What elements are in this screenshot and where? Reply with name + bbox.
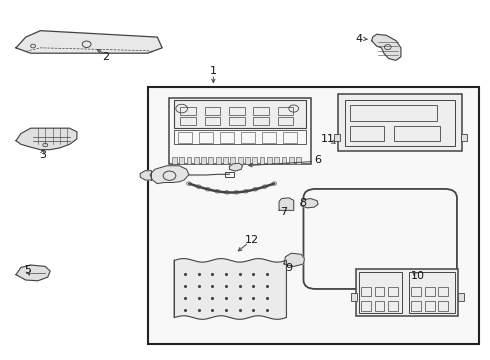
Bar bbox=[199, 132, 213, 143]
Polygon shape bbox=[279, 198, 294, 210]
Bar bbox=[274, 157, 279, 164]
Polygon shape bbox=[284, 253, 304, 266]
Polygon shape bbox=[372, 34, 401, 60]
Bar bbox=[179, 157, 184, 164]
Circle shape bbox=[234, 190, 239, 194]
Bar bbox=[260, 157, 265, 164]
Bar bbox=[229, 117, 245, 125]
Text: 6: 6 bbox=[315, 155, 321, 165]
Circle shape bbox=[262, 185, 267, 188]
Bar bbox=[180, 117, 196, 125]
Bar bbox=[439, 287, 448, 296]
Polygon shape bbox=[140, 171, 151, 180]
Text: 10: 10 bbox=[411, 271, 425, 281]
Text: 1: 1 bbox=[210, 66, 217, 76]
Bar bbox=[174, 130, 306, 144]
Text: 11: 11 bbox=[321, 134, 335, 144]
Bar bbox=[439, 301, 448, 311]
Bar bbox=[409, 272, 455, 313]
Bar bbox=[230, 157, 235, 164]
Circle shape bbox=[187, 182, 192, 185]
Bar bbox=[220, 132, 234, 143]
Bar bbox=[187, 157, 192, 164]
Bar bbox=[224, 172, 234, 177]
Text: 8: 8 bbox=[299, 198, 306, 208]
Bar bbox=[204, 117, 220, 125]
Bar bbox=[374, 287, 384, 296]
Bar bbox=[262, 132, 276, 143]
Circle shape bbox=[244, 189, 248, 193]
Bar bbox=[351, 293, 357, 301]
Text: 5: 5 bbox=[24, 265, 32, 275]
Text: 9: 9 bbox=[285, 263, 293, 273]
Bar bbox=[411, 287, 421, 296]
Bar bbox=[359, 272, 402, 313]
Bar bbox=[201, 157, 206, 164]
Bar bbox=[178, 132, 192, 143]
Polygon shape bbox=[16, 31, 162, 53]
Bar bbox=[334, 134, 340, 141]
Bar bbox=[459, 293, 464, 301]
Bar bbox=[350, 126, 384, 141]
Bar bbox=[180, 108, 196, 114]
Text: 7: 7 bbox=[280, 207, 288, 217]
Bar bbox=[194, 157, 199, 164]
Bar bbox=[253, 108, 269, 114]
Polygon shape bbox=[174, 258, 287, 319]
Bar bbox=[223, 157, 228, 164]
Text: 12: 12 bbox=[245, 235, 259, 245]
Bar bbox=[388, 301, 398, 311]
Polygon shape bbox=[229, 163, 243, 171]
Bar bbox=[245, 157, 250, 164]
Bar bbox=[425, 301, 435, 311]
Bar bbox=[282, 157, 287, 164]
Bar bbox=[216, 157, 220, 164]
Bar bbox=[350, 105, 438, 121]
Bar bbox=[356, 269, 459, 316]
Text: 4: 4 bbox=[356, 34, 363, 44]
Bar bbox=[267, 157, 272, 164]
Polygon shape bbox=[150, 166, 189, 184]
Circle shape bbox=[272, 182, 277, 185]
Circle shape bbox=[215, 189, 220, 193]
Bar bbox=[229, 108, 245, 114]
Circle shape bbox=[253, 188, 258, 191]
Circle shape bbox=[196, 185, 201, 188]
Bar bbox=[278, 117, 293, 125]
Bar bbox=[374, 301, 384, 311]
Bar bbox=[238, 157, 243, 164]
Bar bbox=[174, 100, 306, 128]
Bar bbox=[361, 301, 371, 311]
Bar bbox=[361, 287, 371, 296]
Polygon shape bbox=[16, 128, 77, 150]
Circle shape bbox=[205, 188, 210, 191]
Bar bbox=[147, 87, 479, 344]
Text: 2: 2 bbox=[102, 53, 110, 63]
Bar bbox=[208, 157, 213, 164]
Bar bbox=[461, 134, 466, 141]
Bar bbox=[425, 287, 435, 296]
Bar bbox=[388, 287, 398, 296]
Bar bbox=[172, 157, 177, 164]
Bar bbox=[241, 132, 255, 143]
Polygon shape bbox=[301, 199, 318, 208]
Bar bbox=[278, 108, 293, 114]
Bar bbox=[289, 157, 294, 164]
Bar bbox=[296, 157, 301, 164]
Bar bbox=[283, 132, 296, 143]
Bar bbox=[393, 126, 440, 141]
Text: 3: 3 bbox=[39, 150, 46, 159]
Bar bbox=[170, 98, 311, 164]
Polygon shape bbox=[16, 265, 50, 281]
Bar bbox=[338, 94, 462, 152]
Bar bbox=[253, 117, 269, 125]
Circle shape bbox=[224, 190, 229, 194]
Bar bbox=[204, 108, 220, 114]
Bar bbox=[252, 157, 257, 164]
Bar bbox=[345, 100, 455, 146]
Bar bbox=[411, 301, 421, 311]
